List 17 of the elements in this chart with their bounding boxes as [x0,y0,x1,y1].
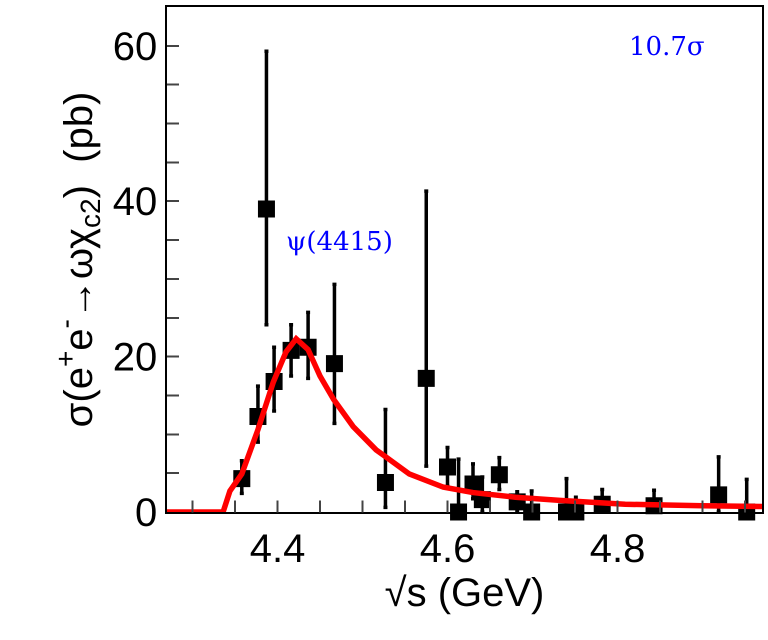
x-tick-label: 4.8 [590,526,646,571]
y-tick-label: 40 [112,180,158,224]
point [418,370,435,387]
point [326,355,343,372]
annotation: 10.7σ [629,32,705,62]
annotation: ψ(4415) [286,227,393,257]
y-tick-label: 20 [112,336,158,380]
point [439,458,456,476]
point [376,474,394,491]
x-axis-title: √s (GeV) [384,570,544,615]
point [490,466,508,484]
point [258,200,275,218]
x-tick-label: 4.6 [420,526,476,571]
point [710,486,728,504]
y-tick-label: 0 [135,491,158,535]
x-tick-label: 4.4 [250,526,306,571]
y-tick-label: 60 [112,24,158,69]
